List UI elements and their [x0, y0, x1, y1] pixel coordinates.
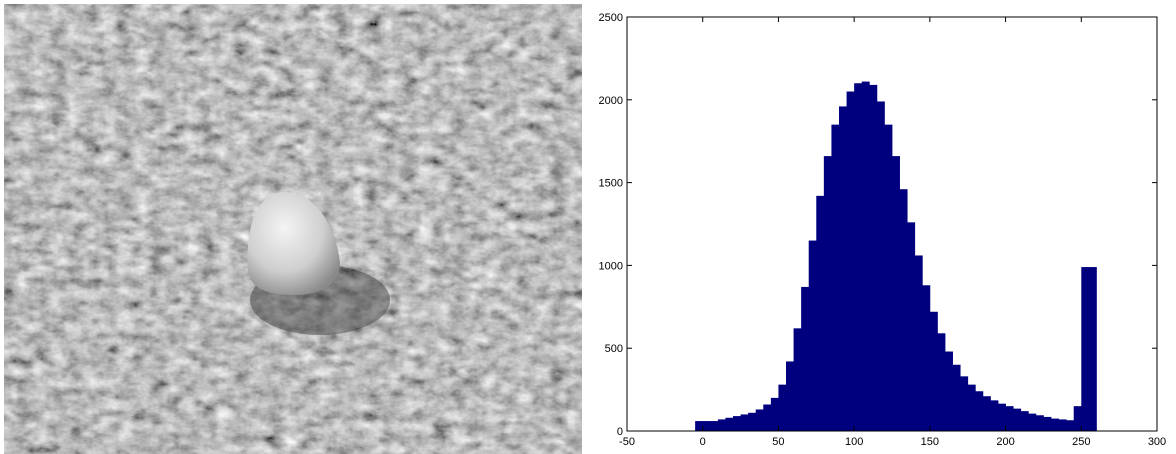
x-tick-label: 0	[700, 436, 706, 448]
bar	[847, 92, 855, 431]
bar	[960, 376, 968, 431]
bar	[778, 385, 786, 431]
y-tick-label: 2500	[599, 12, 623, 24]
bar	[998, 404, 1006, 431]
bar	[862, 82, 870, 431]
bar	[953, 365, 961, 431]
bar	[907, 222, 915, 431]
bar	[824, 156, 832, 431]
bar	[733, 416, 741, 431]
bar	[1021, 411, 1029, 431]
bar	[990, 400, 998, 431]
bar	[725, 418, 733, 431]
x-tick-label: 200	[996, 436, 1014, 448]
x-tick-label: 50	[772, 436, 784, 448]
bar	[809, 241, 817, 431]
bar	[1013, 409, 1021, 431]
bar	[892, 156, 900, 431]
bar	[937, 333, 945, 431]
bar	[718, 419, 726, 431]
bar	[1066, 420, 1074, 431]
bar	[1028, 414, 1036, 431]
bar	[839, 106, 847, 431]
bar	[915, 255, 923, 431]
bar	[854, 83, 862, 431]
bar	[1059, 419, 1067, 431]
bar	[695, 421, 703, 431]
bar	[703, 421, 711, 431]
x-tick-label: 100	[845, 436, 863, 448]
bar	[900, 189, 908, 431]
bar	[1089, 267, 1097, 431]
bar	[922, 285, 930, 431]
micrograph	[0, 0, 582, 454]
y-tick-label: 1000	[599, 260, 623, 272]
bar	[1081, 267, 1089, 431]
bar	[945, 352, 953, 431]
bar	[748, 413, 756, 431]
bar	[1043, 417, 1051, 431]
bar	[1074, 406, 1082, 431]
bar	[816, 196, 824, 431]
bar	[763, 405, 771, 431]
bar	[794, 328, 802, 431]
bar	[983, 396, 991, 431]
bar	[930, 312, 938, 431]
x-tick-label: 300	[1148, 436, 1166, 448]
bar	[877, 101, 885, 431]
bar	[1051, 419, 1059, 431]
bar	[786, 361, 794, 431]
bar	[801, 287, 809, 431]
bar	[771, 398, 779, 431]
y-tick-label: 1500	[599, 178, 623, 190]
bar	[741, 414, 749, 431]
y-tick-label: 0	[617, 426, 623, 438]
bar	[975, 391, 983, 431]
bar	[710, 421, 718, 431]
bar	[1006, 406, 1014, 431]
y-tick-label: 2000	[599, 95, 623, 107]
page: -500501001502002503000500100015002000250…	[0, 0, 1176, 454]
bar	[831, 125, 839, 431]
bar	[1036, 415, 1044, 431]
bar	[884, 125, 892, 431]
bar	[756, 409, 764, 431]
x-tick-label: 250	[1072, 436, 1090, 448]
x-tick-label: 150	[921, 436, 939, 448]
bar	[968, 385, 976, 431]
y-tick-label: 500	[605, 343, 623, 355]
bar	[869, 85, 877, 431]
